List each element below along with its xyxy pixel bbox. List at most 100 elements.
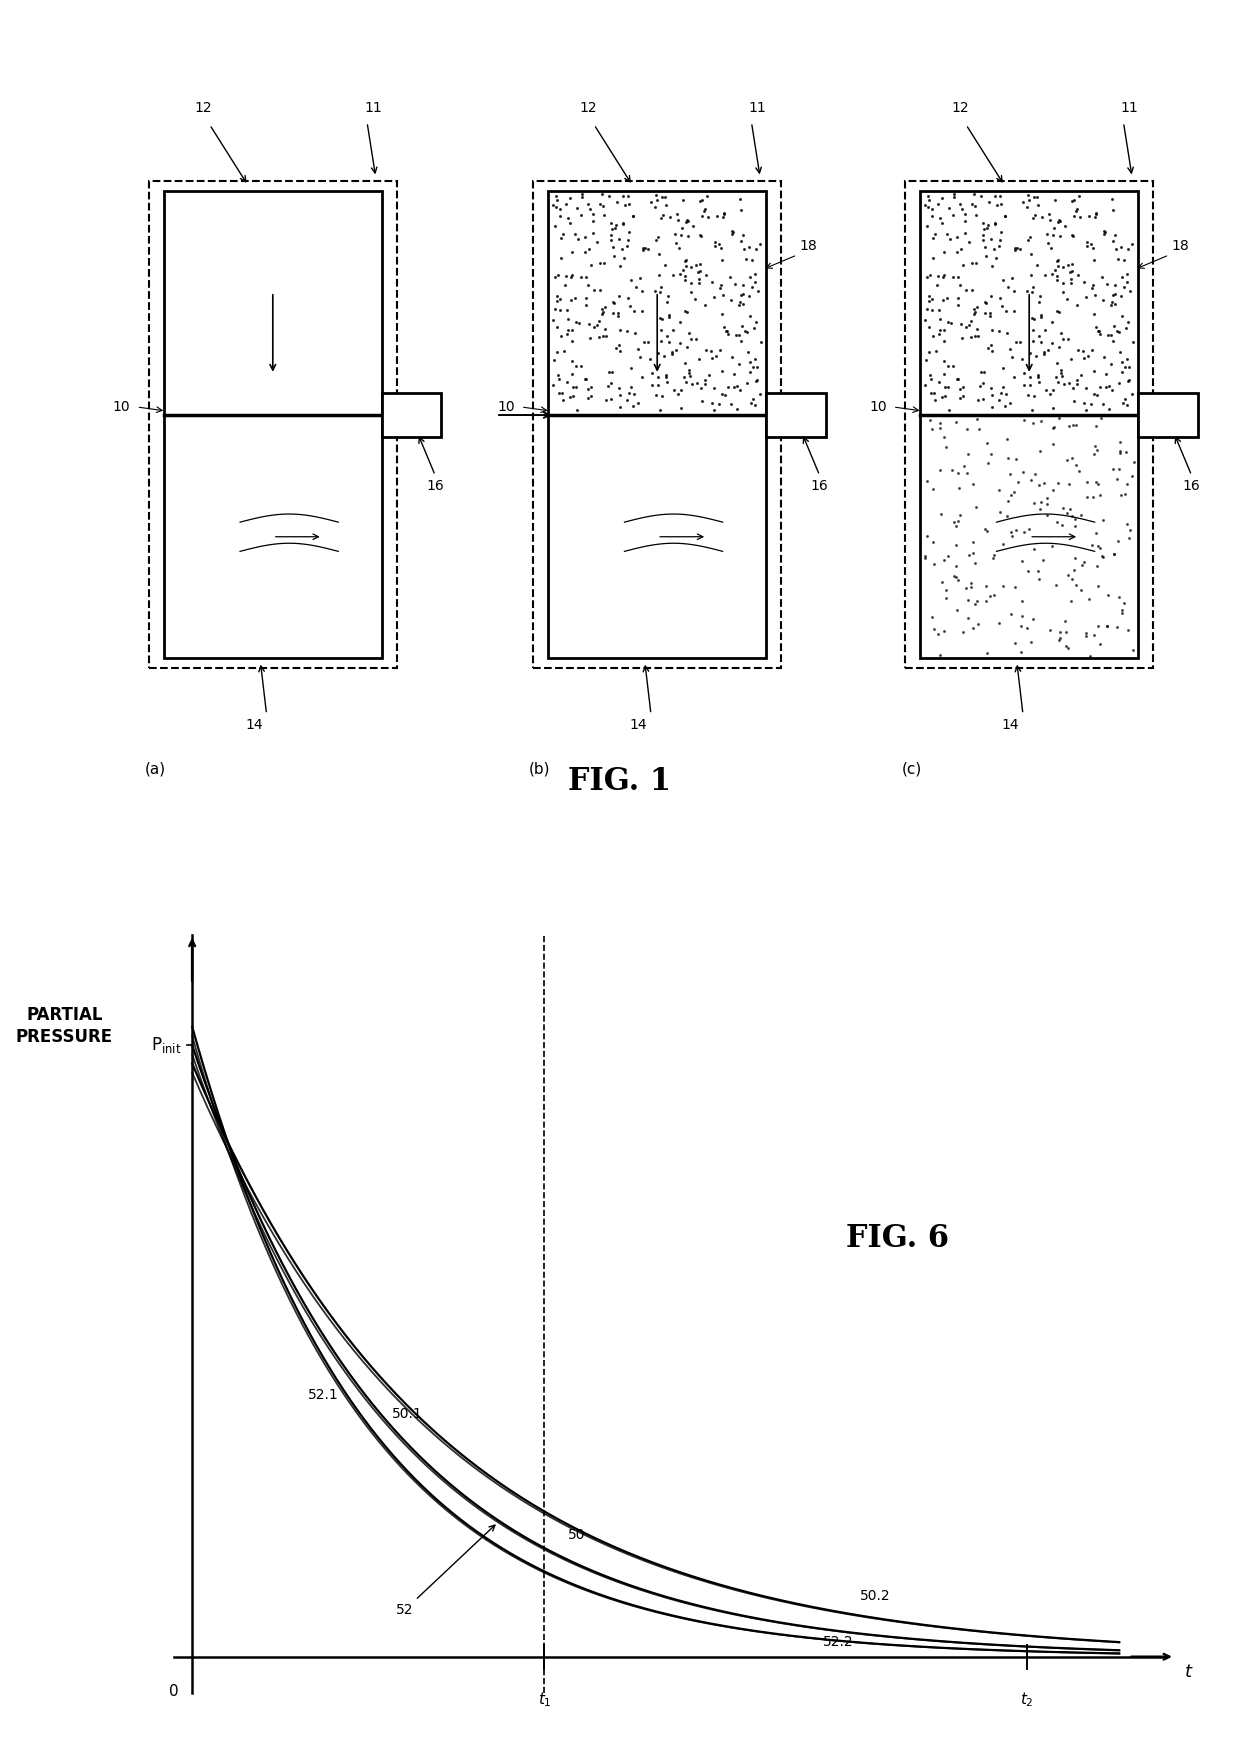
Point (676, 296, 696, 325)
Point (1066, 194, 1086, 222)
Point (692, 203, 712, 231)
Point (662, 339, 682, 367)
Point (734, 235, 754, 263)
Point (977, 639, 997, 667)
Point (1018, 192, 1038, 220)
Point (990, 284, 1009, 312)
Point (621, 355, 641, 383)
Point (750, 328, 770, 356)
Point (657, 321, 677, 349)
Point (996, 392, 1016, 420)
Point (924, 616, 944, 644)
Point (595, 293, 615, 321)
Point (1001, 482, 1021, 510)
Point (1117, 390, 1137, 418)
Point (610, 381, 630, 409)
Point (930, 203, 950, 231)
Point (688, 258, 708, 286)
Point (605, 213, 625, 242)
Point (934, 545, 954, 573)
Point (1048, 208, 1068, 236)
Point (1034, 339, 1054, 367)
Text: 10: 10 (113, 400, 130, 415)
Point (620, 379, 640, 407)
Point (672, 213, 692, 242)
Point (707, 203, 727, 231)
Point (931, 499, 951, 527)
Point (1076, 228, 1096, 256)
Point (549, 296, 569, 325)
Point (963, 529, 983, 557)
Point (997, 425, 1017, 453)
Point (547, 339, 567, 367)
Point (987, 191, 1007, 219)
Point (1056, 617, 1076, 646)
Point (1019, 224, 1039, 252)
Point (1092, 543, 1112, 572)
Point (714, 199, 734, 228)
Point (920, 312, 940, 340)
Point (738, 337, 758, 365)
Point (676, 208, 696, 236)
Point (977, 517, 997, 545)
Text: 12: 12 (195, 101, 212, 115)
Point (1053, 252, 1073, 280)
Point (919, 339, 939, 367)
Point (1048, 369, 1068, 397)
Point (928, 619, 947, 647)
Point (1092, 263, 1112, 291)
Point (955, 199, 975, 228)
Point (1117, 510, 1137, 538)
Point (937, 542, 957, 570)
Point (960, 310, 980, 339)
Point (717, 316, 737, 344)
Point (549, 365, 569, 393)
Text: 16: 16 (427, 480, 444, 494)
Point (702, 268, 722, 296)
Point (1102, 288, 1122, 316)
Point (591, 295, 611, 323)
Point (915, 370, 935, 399)
Point (663, 261, 683, 289)
Point (1018, 381, 1038, 409)
Point (919, 288, 939, 316)
Bar (905, 182, 1153, 669)
Point (985, 580, 1004, 609)
Point (584, 277, 604, 305)
Point (733, 220, 753, 249)
Point (1039, 199, 1059, 228)
Point (1084, 439, 1104, 467)
Point (632, 277, 652, 305)
Bar (164, 191, 382, 658)
Point (678, 319, 698, 348)
Point (967, 316, 987, 344)
Point (968, 610, 988, 639)
Text: $t_1$: $t_1$ (538, 1690, 552, 1709)
Point (955, 206, 975, 235)
Point (734, 289, 754, 318)
Point (1104, 196, 1123, 224)
Point (642, 370, 662, 399)
Point (959, 439, 978, 467)
Point (1112, 302, 1132, 330)
Point (1023, 326, 1043, 355)
Point (720, 263, 740, 291)
Point (593, 180, 613, 208)
Point (675, 266, 694, 295)
Point (962, 191, 982, 219)
Point (694, 194, 714, 222)
Point (941, 309, 961, 337)
Point (944, 182, 963, 210)
Point (668, 206, 688, 235)
Point (1086, 552, 1106, 580)
Point (666, 229, 686, 258)
Point (742, 273, 761, 302)
Point (1045, 185, 1065, 213)
Point (673, 185, 693, 213)
Point (918, 192, 937, 220)
Point (730, 185, 750, 213)
Point (652, 305, 672, 333)
Point (1107, 527, 1127, 556)
Point (676, 252, 696, 280)
Point (944, 201, 963, 229)
